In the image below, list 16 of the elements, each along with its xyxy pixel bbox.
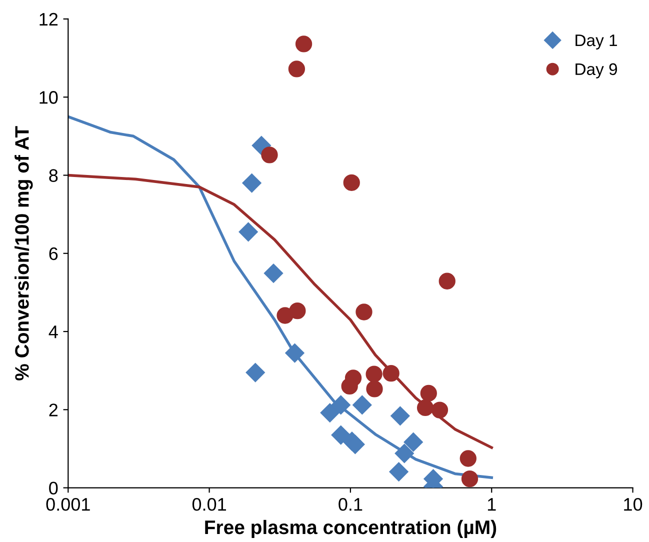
y-tick-label: 4 (48, 326, 58, 338)
y-tick-label: 8 (49, 169, 58, 182)
y-tick-label: 6 (49, 247, 58, 260)
x-tick-label: 10 (624, 498, 642, 511)
y-tick-label: 10 (40, 91, 58, 104)
x-tick-label: 1 (488, 498, 496, 511)
legend-label: Day 1 (576, 34, 617, 50)
x-tick-label: 0.01 (192, 498, 226, 511)
x-axis-title: Free plasma concentration (µM) (205, 520, 496, 538)
y-tick-label: 0 (49, 482, 58, 495)
y-tick-label: 2 (49, 404, 58, 416)
x-tick-label: 0.001 (46, 498, 90, 511)
y-tick-label: 12 (40, 12, 58, 26)
x-tick-label: 0.1 (338, 498, 362, 511)
legend-label: Day 9 (576, 63, 617, 78)
y-axis-title: % Conversion/100 mg of AT (14, 126, 33, 380)
